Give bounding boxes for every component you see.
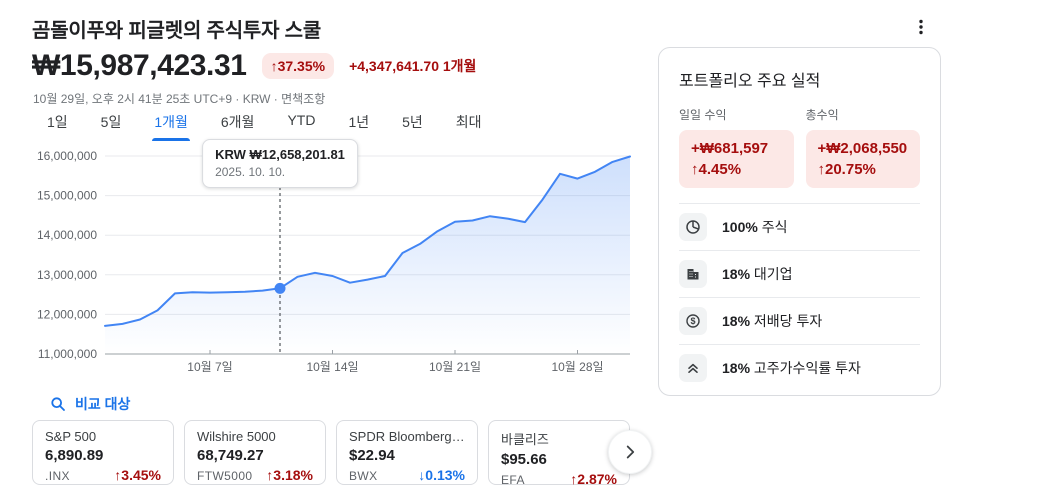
tab-1y[interactable]: 1년 [348, 114, 370, 130]
breakdown-text: 18% 고주가수익률 투자 [722, 360, 861, 376]
ticker: EFA [501, 473, 525, 487]
svg-text:13,000,000: 13,000,000 [37, 268, 97, 282]
pie-chart-icon [679, 213, 707, 241]
svg-text:$: $ [690, 316, 695, 326]
breakdown-row-large-cap: 18% 대기업 [679, 250, 920, 297]
daily-gain-percent: ↑4.45% [691, 161, 742, 178]
card-change: ↓0.13% [418, 467, 465, 483]
page-title: 곰돌이푸와 피글렛의 주식투자 스쿨 [32, 20, 322, 42]
tooltip-value: KRW ₩12,658,201.81 [215, 147, 345, 162]
dollar-circle-icon: $ [679, 307, 707, 335]
compare-targets-button[interactable]: 비교 대상 [50, 394, 130, 414]
panel-title: 포트폴리오 주요 실적 [679, 73, 821, 90]
chevron-right-icon [626, 445, 635, 459]
ticker: FTW5000 [197, 469, 253, 483]
svg-text:10월 7일: 10월 7일 [187, 360, 232, 374]
breakdown-text: 100% 주식 [722, 219, 788, 235]
svg-text:14,000,000: 14,000,000 [37, 228, 97, 242]
svg-text:16,000,000: 16,000,000 [37, 149, 97, 163]
card-change: ↑2.87% [570, 471, 617, 487]
tab-6m[interactable]: 6개월 [220, 114, 255, 130]
more-options-button[interactable] [906, 12, 936, 42]
svg-text:12,000,000: 12,000,000 [37, 307, 97, 321]
card-change: ↑3.18% [266, 467, 313, 483]
comparison-card-wilshire5000[interactable]: Wilshire 5000 68,749.27 FTW5000 ↑3.18% [184, 420, 326, 485]
change-percent-badge: ↑37.35% [261, 53, 335, 79]
change-amount: +4,347,641.70 1개월 [349, 58, 477, 74]
breakdown-row-high-yield: 18% 고주가수익률 투자 [679, 344, 920, 391]
total-gain-label: 총수익 [805, 108, 839, 122]
total-gain-percent: ↑20.75% [817, 161, 876, 178]
tab-5y[interactable]: 5년 [402, 114, 423, 130]
total-gain-column: 총수익 +₩2,068,550 ↑20.75% [805, 106, 920, 188]
daily-gain-box: +₩681,597 ↑4.45% [679, 130, 794, 188]
tab-1m[interactable]: 1개월 [152, 110, 190, 141]
price-row: ₩15,987,423.31 ↑37.35% +4,347,641.70 1개월 [32, 49, 476, 83]
chart-svg: 11,000,000 12,000,000 13,000,000 14,000,000… [37, 149, 631, 374]
total-gain-box: +₩2,068,550 ↑20.75% [805, 130, 920, 188]
portfolio-performance-panel: 포트폴리오 주요 실적 일일 수익 +₩681,597 ↑4.45% 총수익 +… [658, 47, 941, 396]
kebab-menu-icon [919, 19, 923, 35]
compare-targets-label: 비교 대상 [75, 396, 131, 412]
quote-subtitle: 10월 29일, 오후 2시 41분 25초 UTC+9 · KRW · 면책조… [33, 92, 326, 106]
comparison-card-efa[interactable]: 바클리즈 $95.66 EFA ↑2.87% [488, 420, 630, 487]
svg-text:10월 21일: 10월 21일 [429, 360, 481, 374]
tab-ytd[interactable]: YTD [287, 112, 316, 128]
building-icon [679, 260, 707, 288]
daily-gain-amount: +₩681,597 [691, 140, 769, 157]
total-gain-amount: +₩2,068,550 [817, 140, 908, 157]
performance-columns: 일일 수익 +₩681,597 ↑4.45% 총수익 +₩2,068,550 ↑… [679, 106, 920, 188]
breakdown-text: 18% 대기업 [722, 266, 793, 282]
daily-gain-label: 일일 수익 [679, 108, 727, 122]
tab-5d[interactable]: 5일 [100, 114, 122, 130]
comparison-card-sp500[interactable]: S&P 500 6,890.89 .INX ↑3.45% [32, 420, 174, 485]
tab-1d[interactable]: 1일 [47, 114, 68, 130]
tab-max[interactable]: 최대 [455, 114, 482, 130]
breakdown-row-stocks: 100% 주식 [679, 203, 920, 250]
daily-gain-column: 일일 수익 +₩681,597 ↑4.45% [679, 106, 794, 188]
double-chevron-up-icon [679, 354, 707, 382]
portfolio-chart[interactable]: 11,000,000 12,000,000 13,000,000 14,000,000… [30, 143, 642, 383]
chart-tooltip: KRW ₩12,658,201.81 2025. 10. 10. [202, 139, 358, 188]
tooltip-date: 2025. 10. 10. [215, 165, 286, 179]
scroll-next-button[interactable] [608, 430, 652, 474]
svg-text:15,000,000: 15,000,000 [37, 189, 97, 203]
comparison-card-bwx[interactable]: SPDR Bloomberg Intern... $22.94 BWX ↓0.1… [336, 420, 478, 485]
ticker: .INX [45, 469, 70, 483]
search-icon [51, 397, 65, 411]
breakdown-text: 18% 저배당 투자 [722, 313, 823, 329]
card-change: ↑3.45% [114, 467, 161, 483]
breakdown-row-low-dividend: $ 18% 저배당 투자 [679, 297, 920, 344]
svg-text:10월 28일: 10월 28일 [551, 360, 603, 374]
time-range-tabs: 1일 5일 1개월 6개월 YTD 1년 5년 최대 [45, 110, 484, 141]
svg-text:11,000,000: 11,000,000 [38, 347, 97, 361]
comparison-cards: S&P 500 6,890.89 .INX ↑3.45% Wilshire 50… [32, 420, 630, 487]
portfolio-value: ₩15,987,423.31 [32, 49, 247, 82]
ticker: BWX [349, 469, 378, 483]
svg-text:10월 14일: 10월 14일 [306, 360, 358, 374]
